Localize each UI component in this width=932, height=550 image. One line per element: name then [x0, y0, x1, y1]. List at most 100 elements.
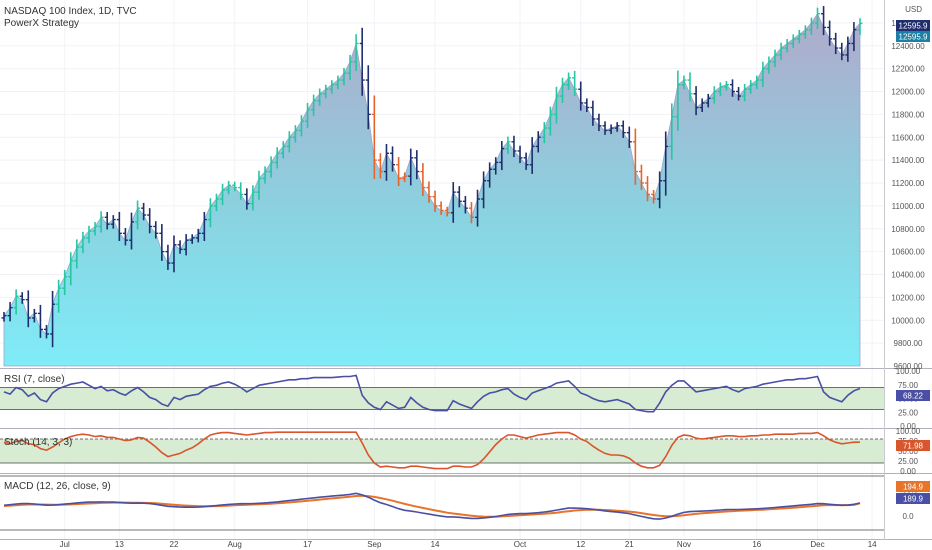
ohlc-bar	[845, 36, 851, 62]
ohlc-bar	[481, 171, 487, 209]
ohlc-bar	[456, 186, 462, 208]
stoch-badge: 71.98	[896, 440, 930, 451]
stoch-pane[interactable]	[0, 431, 884, 470]
ohlc-bar	[772, 49, 778, 68]
ohlc-bar	[286, 131, 292, 153]
ohlc-bar	[827, 20, 833, 46]
ohlc-bar	[808, 17, 814, 35]
ohlc-bar	[414, 150, 420, 180]
stoch-line	[3, 431, 860, 470]
ohlc-bar	[128, 212, 134, 250]
price-last-badge: 12595.9	[896, 20, 930, 31]
price-last-badge-bg	[896, 20, 930, 31]
stoch-band	[0, 439, 884, 463]
ohlc-bar	[517, 145, 523, 164]
ohlc-bar	[104, 212, 110, 230]
ohlc-bar	[590, 100, 596, 126]
ohlc-bar	[116, 211, 122, 241]
signal-badge-bg	[896, 493, 930, 504]
ohlc-bar	[802, 25, 808, 39]
ohlc-bar	[13, 289, 19, 315]
rsi-badge-bg	[896, 390, 930, 401]
price-tick-label: 11400.00	[892, 156, 925, 165]
ohlc-bar	[62, 269, 68, 296]
ohlc-bar	[177, 240, 183, 254]
ohlc-bar	[784, 39, 790, 53]
rsi-pane[interactable]	[0, 374, 884, 413]
ohlc-bar	[450, 182, 456, 223]
ohlc-bar	[462, 196, 468, 214]
ohlc-bar	[566, 72, 572, 90]
ohlc-bar	[572, 70, 578, 97]
macd-line	[3, 492, 861, 520]
ohlc-bar	[335, 75, 341, 90]
price-close-value: 12595.9	[899, 33, 928, 42]
ohlc-bar	[171, 235, 177, 273]
price-tick-label: 10600.00	[891, 248, 925, 257]
date-tick-label: Nov	[677, 540, 691, 549]
ohlc-bar	[153, 221, 159, 239]
ohlc-bar	[135, 200, 141, 230]
ohlc-bar	[821, 6, 827, 36]
ohlc-bar	[165, 244, 171, 270]
ohlc-bar	[663, 131, 669, 196]
ohlc-bar	[298, 115, 304, 137]
date-tick-label: 22	[170, 540, 179, 549]
ohlc-bar	[189, 234, 195, 244]
price-tick-label: 10400.00	[891, 271, 925, 280]
price-tick-label: 11800.00	[892, 110, 925, 119]
ohlc-bar	[141, 202, 147, 221]
ohlc-bar	[541, 122, 547, 144]
stoch-tick-label: 0.00	[900, 467, 916, 476]
date-tick-label: 13	[115, 540, 124, 549]
date-tick-label: Jul	[60, 540, 70, 549]
x-axis: Jul 13 22 Aug 17 Sep 14 Oct 12 21 Nov 16 Dec 14	[60, 540, 878, 549]
ohlc-bar	[815, 7, 821, 29]
price-bars	[1, 6, 863, 348]
ohlc-bar	[748, 80, 754, 94]
ohlc-bar	[341, 67, 347, 86]
rsi-tick-label: 100.00	[896, 367, 921, 376]
ohlc-bar	[86, 225, 92, 244]
price-tick-label: 11000.00	[892, 202, 925, 211]
signal-badge: 189.9	[896, 493, 930, 504]
price-tick-label: 9600.00	[894, 362, 923, 371]
ohlc-bar	[857, 18, 863, 35]
ohlc-bar	[468, 202, 474, 224]
ohlc-bar	[238, 182, 244, 200]
stoch-tick-label: 25.00	[898, 457, 919, 466]
ohlc-bar	[614, 122, 620, 132]
stoch-tick-label: 50.00	[898, 447, 919, 456]
ohlc-bar	[444, 206, 450, 217]
ohlc-bar	[7, 302, 13, 322]
ohlc-bar	[493, 157, 499, 175]
ohlc-bar	[147, 208, 153, 234]
ohlc-bar	[232, 181, 238, 192]
ohlc-bar	[201, 211, 207, 241]
ohlc-bar	[426, 181, 432, 203]
ohlc-bar	[347, 54, 353, 81]
ohlc-bar	[438, 201, 444, 215]
ohlc-bar	[651, 189, 657, 204]
stoch-legend: Stoch (14, 3, 3)	[4, 437, 73, 448]
ohlc-bar	[736, 87, 742, 101]
ohlc-bar	[475, 189, 481, 227]
signal-value: 189.9	[903, 495, 924, 504]
price-pane[interactable]	[1, 6, 863, 367]
stoch-badge-bg	[896, 440, 930, 451]
macd-pane[interactable]	[0, 475, 884, 531]
ohlc-bar	[584, 98, 590, 112]
rsi-badge: 68.22	[896, 390, 930, 401]
ohlc-bar	[402, 172, 408, 183]
ohlc-bar	[359, 27, 365, 96]
ohlc-bar	[754, 75, 760, 90]
ohlc-bar	[183, 234, 189, 256]
ohlc-bar	[638, 164, 644, 190]
ohlc-bar	[596, 113, 602, 132]
ohlc-bar	[396, 157, 402, 187]
price-tick-label: 9800.00	[894, 339, 923, 348]
ohlc-bar	[292, 125, 298, 143]
ohlc-bar	[760, 61, 766, 87]
stoch-tick-label: 100.00	[896, 427, 921, 436]
